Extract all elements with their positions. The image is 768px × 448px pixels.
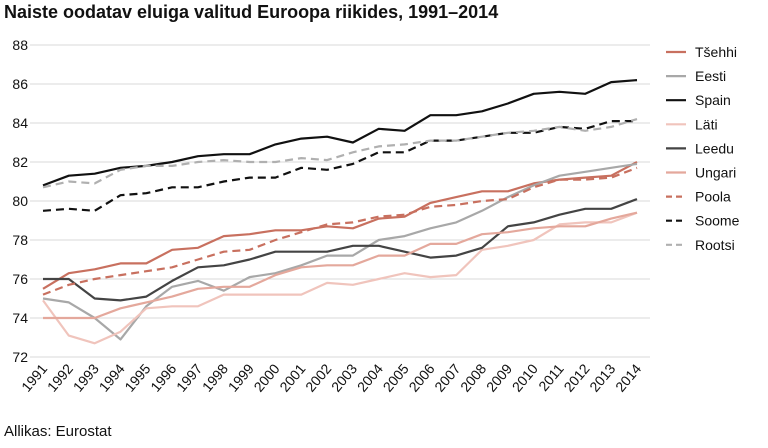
x-tick-label: 2008 (457, 360, 489, 394)
x-tick-label: 1996 (147, 360, 179, 394)
x-tick-label: 2012 (560, 360, 592, 394)
x-tick-label: 2002 (302, 360, 334, 394)
x-tick-label: 2003 (328, 360, 360, 394)
x-tick-label: 2013 (586, 360, 618, 394)
x-tick-label: 2006 (405, 360, 437, 394)
legend-label: Ungari (695, 165, 736, 181)
x-tick-label: 1991 (18, 360, 50, 394)
x-tick-label: 1999 (225, 360, 257, 394)
x-tick-label: 2007 (431, 360, 463, 394)
x-tick-label: 1997 (173, 360, 205, 394)
legend-label: Tšehhi (695, 44, 737, 60)
series-line-rootsi (42, 118, 638, 189)
y-tick-label: 84 (12, 115, 28, 131)
x-tick-label: 2010 (509, 360, 541, 394)
x-tick-label: 2000 (250, 360, 282, 394)
y-tick-label: 80 (12, 193, 28, 209)
legend-label: Spain (695, 92, 731, 108)
x-tick-label: 2004 (354, 360, 386, 394)
y-axis: 72 74 76 78 80 82 84 86 88 (12, 37, 28, 365)
legend-label: Läti (695, 116, 718, 132)
series-line-leedu (43, 198, 638, 302)
series-line-spain (42, 79, 638, 187)
x-tick-label: 1995 (121, 360, 153, 394)
series-line-poola (42, 166, 638, 296)
x-axis: 1991199219931994199519961997199819992000… (18, 360, 644, 394)
y-tick-label: 86 (12, 76, 28, 92)
x-tick-label: 1992 (44, 360, 76, 394)
series-line-läti (42, 211, 638, 345)
y-tick-label: 76 (12, 271, 28, 287)
x-tick-label: 2005 (380, 360, 412, 394)
grid (30, 44, 650, 358)
series-line-soome (42, 119, 637, 212)
y-tick-label: 72 (12, 349, 28, 365)
source-note: Allikas: Eurostat (4, 423, 112, 440)
x-tick-label: 1993 (70, 360, 102, 394)
legend-label: Soome (695, 213, 740, 229)
x-tick-label: 2014 (612, 360, 644, 394)
y-tick-label: 82 (12, 154, 28, 170)
legend: Tšehhi Eesti Spain Läti Leedu Ungari Poola Soom… (666, 44, 740, 253)
x-tick-label: 2009 (483, 360, 515, 394)
chart-title: Naiste oodatav eluiga valitud Euroopa ri… (4, 2, 499, 22)
x-tick-label: 1998 (199, 360, 231, 394)
series-line-ungari (43, 211, 638, 320)
series-lines (42, 79, 638, 345)
legend-label: Leedu (695, 140, 734, 156)
series-line-eesti (42, 162, 638, 341)
y-tick-label: 78 (12, 232, 28, 248)
x-tick-label: 2001 (276, 360, 308, 394)
legend-label: Poola (695, 189, 731, 205)
x-tick-label: 2011 (535, 360, 567, 394)
y-tick-label: 88 (12, 37, 28, 53)
x-tick-label: 1994 (95, 360, 127, 394)
legend-label: Eesti (695, 68, 726, 84)
y-tick-label: 74 (12, 310, 28, 326)
legend-label: Rootsi (695, 237, 735, 253)
